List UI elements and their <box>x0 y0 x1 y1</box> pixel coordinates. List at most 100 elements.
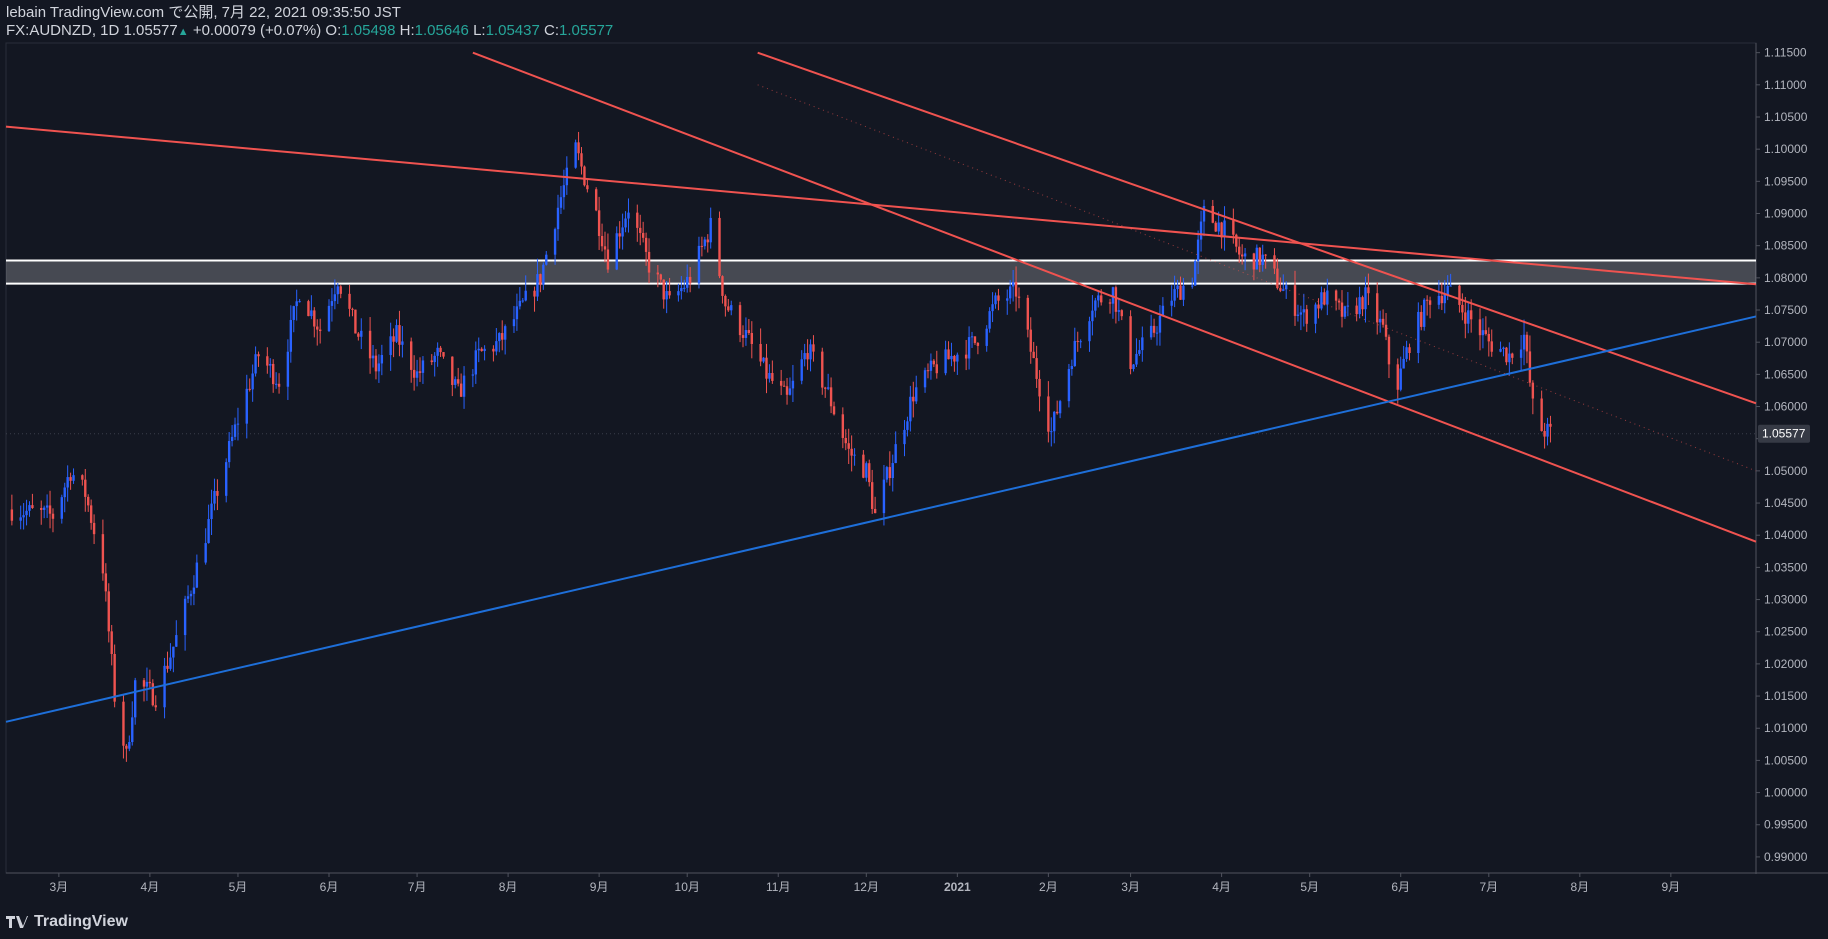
candle-down <box>357 333 360 337</box>
candle-down <box>154 705 157 708</box>
candle-down <box>688 276 692 284</box>
candle-up <box>1196 239 1200 262</box>
candle-up <box>66 477 69 488</box>
candle-down <box>410 341 413 370</box>
close-value: 1.05577 <box>559 22 614 39</box>
candle-up <box>233 424 237 437</box>
candle-down <box>912 396 915 402</box>
candle-down <box>829 387 833 407</box>
candle-up <box>225 462 228 496</box>
candle-up <box>380 355 384 364</box>
candle-down <box>935 364 938 374</box>
candle-up <box>1217 222 1220 232</box>
candle-up <box>1261 254 1264 265</box>
candle-down <box>351 308 354 310</box>
candle-up <box>1058 401 1062 414</box>
candle-down <box>1264 254 1267 256</box>
candle-down <box>862 454 865 478</box>
y-tick-label: 1.03500 <box>1764 560 1808 574</box>
publish-info: lebain TradingView.com で公開, 7月 22, 2021 … <box>6 4 401 21</box>
candle-down <box>718 217 721 277</box>
candle-up <box>1191 285 1194 287</box>
candle-up <box>800 359 803 381</box>
candle-down <box>580 153 583 167</box>
high-label: H: <box>399 22 415 39</box>
candle-down <box>1484 330 1488 334</box>
candle-up <box>236 423 240 425</box>
candle-down <box>771 373 774 381</box>
candle-down <box>953 355 956 362</box>
candle-up <box>207 519 210 544</box>
candle-down <box>1305 309 1308 324</box>
y-tick-label: 1.05000 <box>1764 464 1808 478</box>
y-tick-label: 1.08500 <box>1764 239 1808 253</box>
candle-up <box>1364 287 1367 310</box>
candle-up <box>462 375 466 397</box>
candle-down <box>539 274 542 285</box>
candle-down <box>69 477 72 481</box>
candle-up <box>985 328 988 346</box>
candle-up <box>310 310 313 317</box>
candle-down <box>533 290 536 297</box>
candle-up <box>227 441 231 463</box>
candle-down <box>316 326 319 330</box>
candle-down <box>870 482 874 509</box>
candle-down <box>1396 364 1399 390</box>
candle-down <box>606 249 610 270</box>
candle-up <box>1158 316 1162 333</box>
candle-down <box>1258 247 1261 265</box>
candle-down <box>1384 324 1388 337</box>
y-tick-label: 1.09000 <box>1764 207 1808 221</box>
candle-down <box>868 463 871 483</box>
candle-up <box>371 355 375 359</box>
candle-down <box>873 508 877 514</box>
candle-down <box>1505 347 1508 363</box>
candle-down <box>87 496 90 506</box>
candle-down <box>122 701 125 746</box>
candle-down <box>976 342 980 346</box>
candle-up <box>1138 350 1141 354</box>
candle-down <box>1543 431 1546 437</box>
candle-up <box>213 490 216 504</box>
y-tick-label: 1.11000 <box>1764 78 1807 92</box>
candle-up <box>1161 305 1165 317</box>
x-tick-label: 3月 <box>50 880 69 894</box>
candle-down <box>641 232 645 238</box>
y-tick-label: 1.09500 <box>1764 174 1808 188</box>
candle-up <box>744 330 748 338</box>
y-tick-label: 1.10000 <box>1764 142 1808 156</box>
candle-up <box>1132 364 1135 370</box>
candle-down <box>832 406 836 415</box>
x-tick-label: 7月 <box>408 880 427 894</box>
plot-frame <box>5 42 1757 874</box>
candle-down <box>888 467 892 479</box>
candle-up <box>1522 334 1526 350</box>
candle-down <box>1490 341 1493 352</box>
candle-up <box>909 396 912 422</box>
candle-up <box>1502 347 1505 349</box>
x-tick-label: 7月 <box>1479 880 1498 894</box>
candle-up <box>1358 297 1361 315</box>
candle-down <box>142 680 146 687</box>
candle-up <box>677 291 680 296</box>
candle-down <box>603 246 607 250</box>
candle-up <box>1320 292 1323 309</box>
candle-up <box>703 239 707 247</box>
candle-down <box>1047 396 1050 432</box>
brand-name: TradingView <box>34 913 128 930</box>
candle-up <box>536 274 539 297</box>
candle-up <box>298 301 301 303</box>
candle-down <box>92 522 96 535</box>
candle-down <box>216 490 219 496</box>
candle-up <box>1437 295 1441 305</box>
candle-up <box>295 301 298 307</box>
candle-up <box>1499 348 1502 352</box>
tradingview-brand: TradingView <box>6 913 128 931</box>
candle-up <box>483 348 486 352</box>
candle-down <box>1129 316 1132 370</box>
candle-down <box>618 233 621 237</box>
candle-down <box>1408 347 1411 353</box>
x-tick-label: 5月 <box>229 880 248 894</box>
candle-down <box>148 681 152 684</box>
